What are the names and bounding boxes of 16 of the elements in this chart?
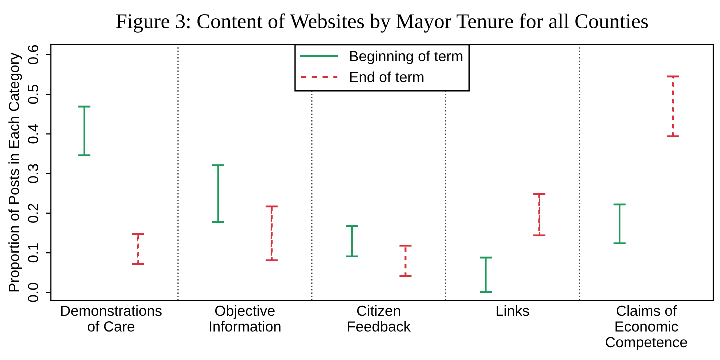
y-tick-label: 0.1 [28,244,39,263]
x-tick-label: Objective Information [210,305,281,332]
x-tick-label: Citizen Feedback [348,305,412,332]
chart-title: Figure 3: Content of Websites by Mayor Tenure for all Counties [116,14,648,33]
y-tick-label: 0.0 [28,283,39,302]
x-tick-label: Links [496,305,530,316]
y-tick-label: 0.6 [28,45,39,64]
y-tick-label: 0.4 [28,124,39,144]
y-tick-label: 0.5 [28,85,39,104]
x-tick-label: Claims of Economic Competence [606,305,688,350]
y-axis-title: Proportion of Posts in Each Category [8,52,22,292]
legend-label: Beginning of term [350,50,463,64]
y-tick-label: 0.3 [28,164,39,184]
x-tick-label: Demonstrations of Care [61,305,162,332]
y-tick-label: 0.2 [28,204,39,223]
legend-label: End of term [350,72,424,82]
